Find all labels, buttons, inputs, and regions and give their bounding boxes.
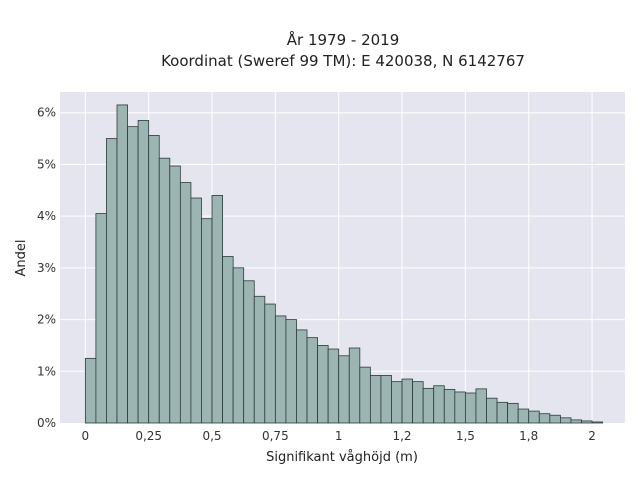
histogram-bar <box>84 357 97 424</box>
histogram-bar <box>95 213 107 424</box>
histogram-bar <box>486 397 498 424</box>
histogram-bar <box>369 375 382 424</box>
chart-subtitle: Koordinat (Sweref 99 TM): E 420038, N 61… <box>161 52 525 70</box>
y-tick-label: 5% <box>37 157 56 171</box>
histogram-bar <box>454 391 466 424</box>
y-tick-label: 4% <box>37 209 56 223</box>
histogram-bar <box>274 315 287 424</box>
histogram-bar <box>106 138 118 424</box>
histogram-bar <box>570 419 582 424</box>
y-axis-label: Andel <box>14 240 29 277</box>
histogram-bar <box>243 280 255 424</box>
y-axis-ticks: 0% 1% 2% 3% 4% 5% 6% <box>37 106 56 430</box>
x-tick-label: 2 <box>588 429 596 443</box>
histogram-bar <box>179 182 192 424</box>
histogram-bar <box>211 195 223 424</box>
histogram-bar <box>549 414 561 424</box>
histogram-bar <box>559 417 572 424</box>
histogram-bar <box>581 420 593 424</box>
histogram-bar <box>116 104 128 424</box>
histogram-bar <box>464 392 477 424</box>
chart-title: År 1979 - 2019 <box>287 30 400 49</box>
y-tick-label: 3% <box>37 261 56 275</box>
y-tick-label: 0% <box>37 416 56 430</box>
x-axis-label: Signifikant våghöjd (m) <box>266 450 418 465</box>
x-tick-label: 0,5 <box>202 429 221 443</box>
histogram-bar <box>591 421 604 424</box>
histogram-bar <box>422 387 435 424</box>
histogram-bar <box>158 157 171 424</box>
histogram-bar <box>285 319 297 424</box>
histogram-bar <box>169 165 181 424</box>
histogram-bar <box>380 375 392 424</box>
histogram-bar <box>127 126 139 424</box>
histogram-bar <box>401 378 414 424</box>
x-tick-label: 0,25 <box>135 429 162 443</box>
histogram-bar <box>412 381 424 424</box>
histogram-bar <box>338 355 350 424</box>
histogram-bar <box>296 329 308 424</box>
y-tick-label: 1% <box>37 364 56 378</box>
histogram-bar <box>222 256 234 424</box>
histogram-bar <box>496 401 509 424</box>
x-tick-label: 0 <box>82 429 90 443</box>
histogram-bar <box>517 408 530 424</box>
x-tick-label: 0,75 <box>262 429 289 443</box>
histogram-bar <box>475 388 487 424</box>
histogram-bar <box>253 295 266 424</box>
x-axis-ticks: 0 0,25 0,5 0,75 1 1,2 1,5 1,8 2 <box>82 429 596 443</box>
histogram-bar <box>232 267 245 424</box>
histogram-bar <box>264 303 276 424</box>
histogram-bar <box>359 366 371 424</box>
histogram-bar <box>538 413 551 424</box>
histogram-bar <box>317 345 329 424</box>
histogram-bar <box>306 337 318 424</box>
histogram-bar <box>391 381 403 424</box>
histogram-bar <box>507 402 519 424</box>
histogram-bar <box>433 385 445 424</box>
histogram-bar <box>137 120 150 424</box>
y-tick-label: 6% <box>37 106 56 120</box>
x-tick-label: 1,5 <box>456 429 475 443</box>
histogram-bars <box>84 104 604 424</box>
histogram-bar <box>148 135 160 424</box>
x-tick-label: 1,8 <box>519 429 538 443</box>
y-tick-label: 2% <box>37 313 56 327</box>
histogram-bar <box>528 410 540 424</box>
histogram-bar <box>443 388 456 424</box>
x-tick-label: 1 <box>335 429 343 443</box>
x-tick-label: 1,2 <box>392 429 411 443</box>
histogram-bar <box>348 347 361 424</box>
histogram-bar <box>201 218 213 424</box>
histogram-bar <box>327 348 340 424</box>
histogram-bar <box>190 197 202 424</box>
